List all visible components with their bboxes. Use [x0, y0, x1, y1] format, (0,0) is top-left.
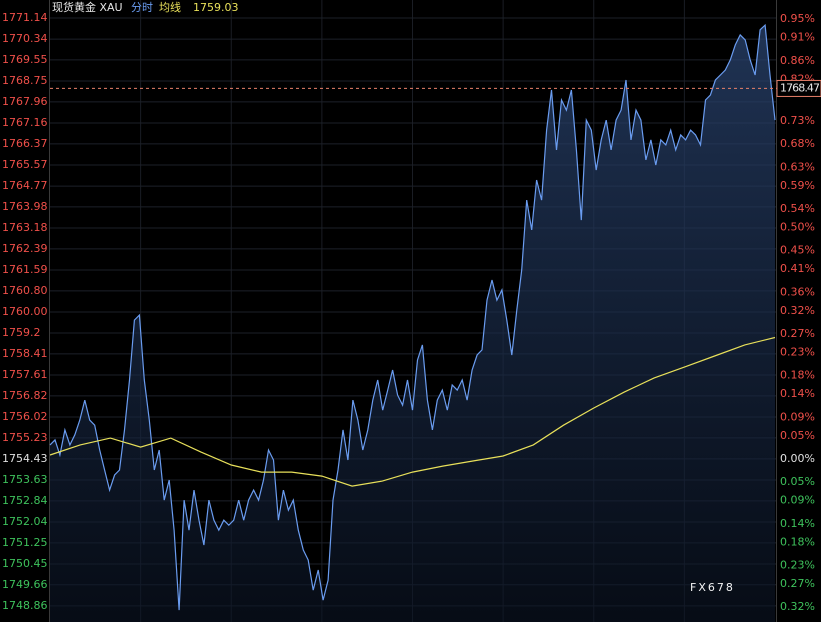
y2-tick-label: 0.18%	[780, 369, 815, 382]
y2-tick-label: 0.32%	[780, 600, 815, 613]
chart-title: 现货黄金 XAU	[52, 0, 123, 14]
y-tick-label: 1757.61	[2, 368, 48, 381]
y-tick-label: 1754.43	[2, 452, 48, 465]
y-tick-label: 1768.75	[2, 74, 48, 87]
y2-tick-label: 0.14%	[780, 387, 815, 400]
y2-tick-label: 0.23%	[780, 345, 815, 358]
y-tick-label: 1752.84	[2, 494, 48, 507]
y-tick-label: 1749.66	[2, 578, 48, 591]
y-tick-label: 1759.2	[2, 326, 41, 339]
legend-price: 分时	[131, 1, 153, 14]
y-tick-label: 1761.59	[2, 263, 48, 276]
average-line	[49, 336, 776, 487]
watermark: FX678	[690, 581, 735, 594]
y2-tick-label: 0.63%	[780, 160, 815, 173]
y-tick-label: 1766.37	[2, 137, 48, 150]
y-tick-label: 1767.16	[2, 116, 48, 129]
y-tick-label: 1770.34	[2, 32, 48, 45]
y2-tick-label: 0.05%	[780, 475, 815, 488]
y-tick-label: 1763.98	[2, 200, 48, 213]
y-tick-label: 1765.57	[2, 158, 48, 171]
y-tick-label: 1752.04	[2, 515, 48, 528]
legend-average: 均线	[159, 0, 181, 14]
y2-tick-label: 0.05%	[780, 429, 815, 442]
y-tick-label: 1750.45	[2, 557, 48, 570]
y-tick-label: 1762.39	[2, 242, 48, 255]
last-price-label: 1768.47	[780, 81, 820, 94]
y-tick-label: 1771.14	[2, 11, 48, 24]
y-tick-label: 1751.25	[2, 536, 48, 549]
y-tick-label: 1748.86	[2, 599, 48, 612]
y2-tick-label: 0.91%	[780, 31, 815, 44]
y-tick-label: 1755.23	[2, 431, 48, 444]
y-tick-label: 1760.80	[2, 284, 48, 297]
y2-tick-label: 0.14%	[780, 517, 815, 530]
price-area	[50, 25, 775, 622]
y-tick-label: 1764.77	[2, 179, 48, 192]
y2-tick-label: 0.27%	[780, 327, 815, 340]
y-tick-label: 1763.18	[2, 221, 48, 234]
y2-tick-label: 0.09%	[780, 494, 815, 507]
plot	[49, 23, 776, 622]
y2-tick-label: 0.41%	[780, 262, 815, 275]
y-tick-label: 1769.55	[2, 53, 48, 66]
y2-tick-label: 0.73%	[780, 114, 815, 127]
y2-tick-label: 0.00%	[780, 452, 815, 465]
last-price-box	[776, 79, 821, 97]
y2-tick-label: 0.09%	[780, 410, 815, 423]
y2-tick-label: 0.45%	[780, 244, 815, 257]
y-tick-label: 1758.41	[2, 347, 48, 360]
average-value: 1759.03	[193, 1, 239, 14]
y2-tick-label: 0.95%	[780, 12, 815, 25]
y2-tick-label: 0.36%	[780, 285, 815, 298]
y2-tick-label: 0.50%	[780, 220, 815, 233]
y-tick-label: 1760.00	[2, 305, 48, 318]
price-line	[49, 23, 776, 611]
y-tick-label: 1756.02	[2, 410, 48, 423]
y2-tick-label: 0.68%	[780, 137, 815, 150]
y-tick-label: 1756.82	[2, 389, 48, 402]
y2-tick-label: 0.23%	[780, 558, 815, 571]
y2-tick-label: 0.59%	[780, 179, 815, 192]
y2-tick-label: 0.32%	[780, 304, 815, 317]
y2-tick-label: 0.27%	[780, 577, 815, 590]
y-tick-label: 1753.63	[2, 473, 48, 486]
y2-tick-label: 0.18%	[780, 535, 815, 548]
y2-tick-label: 0.54%	[780, 202, 815, 215]
y2-tick-label: 0.86%	[780, 54, 815, 67]
y-tick-label: 1767.96	[2, 95, 48, 108]
